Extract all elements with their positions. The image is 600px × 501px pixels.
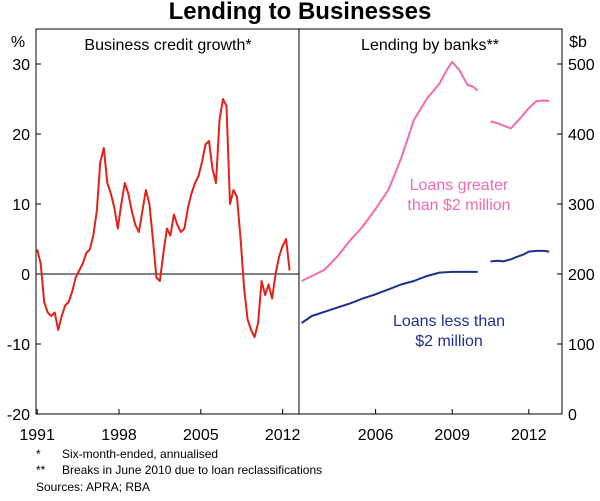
left-x-tick-label: 2012 bbox=[265, 427, 301, 444]
footnotes: * Six-month-ended, annualised ** Breaks … bbox=[36, 447, 322, 494]
right-y-axis: 0 100 200 300 400 500 bbox=[557, 57, 595, 424]
right-x-tick-label: 2009 bbox=[434, 427, 470, 444]
series-layer bbox=[36, 60, 550, 338]
x-axis: 1991 1998 2005 2012 2006 2009 2012 bbox=[19, 409, 547, 444]
right-panel-title: Lending by banks** bbox=[361, 37, 499, 54]
sources-text: Sources: APRA; RBA bbox=[36, 480, 150, 494]
right-axis-unit: $b bbox=[569, 34, 587, 51]
right-y-tick-label: 300 bbox=[568, 197, 595, 214]
series-line-loans-less-than-2m bbox=[490, 249, 550, 263]
left-y-tick-label: 10 bbox=[12, 197, 30, 214]
right-y-tick-label: 100 bbox=[568, 337, 595, 354]
right-y-tick-label: 400 bbox=[568, 127, 595, 144]
left-x-tick-label: 2005 bbox=[183, 427, 219, 444]
series-line-loans-greater-than-2m bbox=[301, 60, 479, 282]
series-label-large-loans-line2: than $2 million bbox=[407, 197, 510, 214]
footnote-2-marker: ** bbox=[36, 463, 46, 477]
right-x-tick-label: 2006 bbox=[358, 427, 394, 444]
series-line-business-credit-growth bbox=[36, 98, 291, 338]
footnote-2-text: Breaks in June 2010 due to loan reclassi… bbox=[62, 463, 322, 477]
right-y-tick-label: 500 bbox=[568, 57, 595, 74]
left-panel-title: Business credit growth* bbox=[84, 37, 251, 54]
left-y-tick-label: -20 bbox=[7, 407, 30, 424]
right-y-tick-label: 200 bbox=[568, 267, 595, 284]
series-label-large-loans-line1: Loans greater bbox=[410, 177, 509, 194]
left-y-tick-label: 30 bbox=[12, 57, 30, 74]
left-y-tick-label: 20 bbox=[12, 127, 30, 144]
chart-title: Lending to Businesses bbox=[169, 0, 432, 25]
left-y-tick-label: 0 bbox=[21, 267, 30, 284]
footnote-1-marker: * bbox=[36, 447, 41, 461]
footnote-1-text: Six-month-ended, annualised bbox=[62, 447, 218, 461]
right-y-tick-label: 0 bbox=[568, 407, 577, 424]
series-line-loans-greater-than-2m bbox=[490, 99, 550, 130]
chart-frame bbox=[35, 28, 563, 415]
right-x-tick-label: 2012 bbox=[511, 427, 547, 444]
left-y-axis: -20 -10 0 10 20 30 bbox=[7, 57, 41, 424]
series-label-small-loans-line1: Loans less than bbox=[393, 313, 505, 330]
left-x-tick-label: 1998 bbox=[101, 427, 137, 444]
left-y-tick-label: -10 bbox=[7, 337, 30, 354]
series-line-loans-less-than-2m bbox=[301, 270, 478, 324]
series-label-small-loans-line2: $2 million bbox=[415, 333, 483, 350]
left-axis-unit: % bbox=[11, 34, 25, 51]
left-x-tick-label: 1991 bbox=[19, 427, 55, 444]
